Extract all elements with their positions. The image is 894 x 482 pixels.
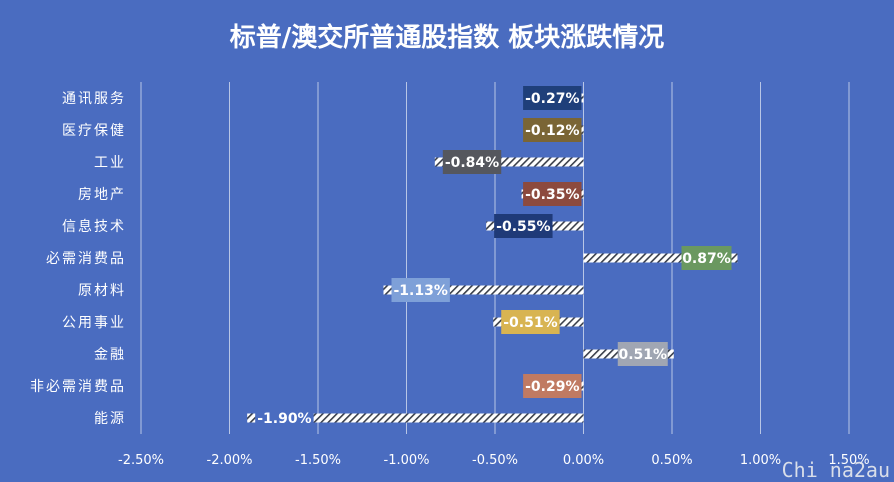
tick-label: -2.00% <box>207 453 253 468</box>
bar <box>247 413 584 423</box>
data-label: -0.27% <box>525 91 579 107</box>
data-label: -0.51% <box>503 315 557 331</box>
data-label: -1.13% <box>393 283 447 299</box>
tick-label: 0.50% <box>651 453 692 468</box>
data-label: -0.35% <box>525 187 579 203</box>
data-label: 0.51% <box>618 347 667 363</box>
tick-label: -0.50% <box>472 453 518 468</box>
data-label-box <box>523 118 582 142</box>
bars <box>247 93 738 423</box>
category-label: 房地产 <box>78 187 126 203</box>
data-label: -0.12% <box>525 123 579 139</box>
data-label-box <box>617 342 668 366</box>
category-label: 能源 <box>94 411 126 427</box>
bar <box>434 157 584 167</box>
data-label: -0.29% <box>525 379 579 395</box>
data-label: -0.55% <box>496 219 550 235</box>
tick-label: -1.00% <box>384 453 430 468</box>
data-label: -1.90% <box>257 411 311 427</box>
category-label: 医疗保健 <box>62 123 126 139</box>
tick-label: -1.50% <box>295 453 341 468</box>
data-label-box <box>523 182 582 206</box>
bar <box>583 253 738 263</box>
category-label: 金融 <box>94 347 126 363</box>
data-label: -0.84% <box>445 155 499 171</box>
data-label-box <box>681 246 732 270</box>
data-labels: -0.27% -0.12% -0.84% -0.35% -0.55% 0.87% -1.13… <box>255 86 732 430</box>
tick-label: -2.50% <box>118 453 164 468</box>
tick-label: 1.50% <box>828 453 869 468</box>
data-label-box <box>523 374 582 398</box>
bar <box>383 285 584 295</box>
data-label: 0.87% <box>682 251 731 267</box>
category-label: 公用事业 <box>62 315 126 331</box>
tick-label: 1.00% <box>740 453 781 468</box>
data-label-box <box>494 214 553 238</box>
tick-label: 0.00% <box>563 453 604 468</box>
category-label: 通讯服务 <box>62 91 126 107</box>
data-label-box <box>391 278 450 302</box>
data-label-box <box>501 310 560 334</box>
watermark: Chi na2au <box>782 458 890 482</box>
data-label-box <box>255 406 314 430</box>
category-label: 非必需消费品 <box>30 379 126 395</box>
category-label: 原材料 <box>78 283 126 299</box>
category-label: 必需消费品 <box>46 251 126 267</box>
chart-title: 标普/澳交所普通股指数 板块涨跌情况 <box>230 22 665 53</box>
category-label: 信息技术 <box>62 218 126 235</box>
data-label-box <box>442 150 502 174</box>
data-label-box <box>523 86 582 110</box>
category-label: 工业 <box>94 155 126 171</box>
grid-lines <box>140 82 850 434</box>
tick-labels: -2.50% -2.00% -1.50% -1.00% -0.50% 0.00% 0.50%… <box>118 453 870 468</box>
